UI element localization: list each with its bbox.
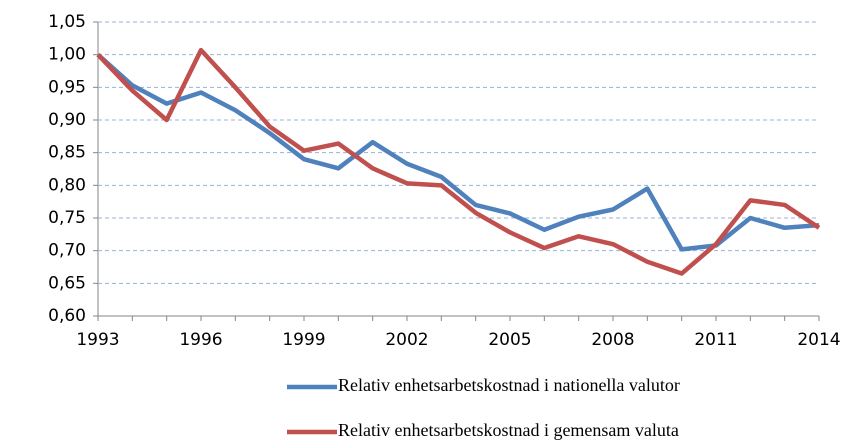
y-tick-label: 1,00: [48, 45, 86, 65]
y-tick-label: 0,65: [48, 273, 86, 293]
x-tick-label: 2002: [385, 330, 428, 350]
y-tick-label: 0,85: [48, 143, 86, 163]
series-line: [96, 52, 820, 252]
y-tick-label: 0,70: [48, 241, 86, 261]
legend-label: Relativ enhetsarbetskostnad i gemensam v…: [338, 420, 679, 440]
y-tick-label: 1,05: [48, 12, 86, 32]
x-tick-label: 1996: [179, 330, 222, 350]
x-tick-label: 2005: [488, 330, 531, 350]
series-line: [96, 47, 821, 276]
y-tick-label: 0,75: [48, 208, 86, 228]
x-tick-label: 2011: [694, 330, 737, 350]
legend-label: Relativ enhetsarbetskostnad i nationella…: [338, 375, 680, 395]
y-tick-label: 0,60: [48, 306, 86, 326]
x-tick-label: 1999: [282, 330, 325, 350]
x-tick-label: 2008: [591, 330, 634, 350]
y-tick-label: 0,95: [48, 77, 86, 97]
x-tick-label: 2014: [797, 330, 840, 350]
x-tick-label: 1993: [76, 330, 119, 350]
y-tick-label: 0,90: [48, 110, 86, 130]
y-tick-label: 0,80: [48, 175, 86, 195]
